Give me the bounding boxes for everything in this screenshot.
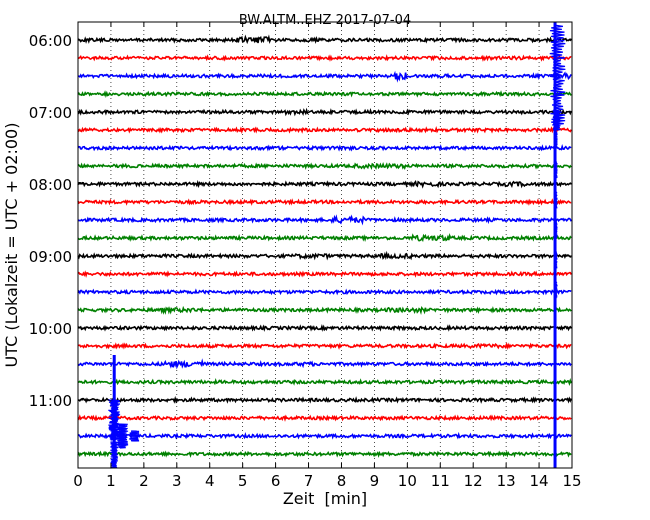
y-tick-label: 10:00 [29, 320, 72, 338]
trace-line [77, 107, 572, 117]
x-tick-label: 11 [431, 472, 450, 490]
trace-line [77, 198, 572, 206]
plot-frame [77, 21, 573, 469]
x-tick-label: 2 [139, 472, 149, 490]
event-burst [553, 131, 558, 149]
trace-line [77, 431, 572, 440]
x-tick-label: 4 [205, 472, 215, 490]
x-tick-label: 15 [562, 472, 581, 490]
x-axis-ticks: 0 1 2 3 4 5 6 7 8 9 10 11 12 13 14 15 [73, 22, 582, 490]
event-burst [108, 399, 121, 441]
x-tick-label: 6 [271, 472, 281, 490]
y-tick-label: 11:00 [29, 392, 72, 410]
trace-line [77, 450, 572, 458]
x-tick-label: 7 [304, 472, 314, 490]
event-column [553, 22, 557, 468]
trace-line [77, 126, 572, 134]
trace-line [77, 143, 572, 152]
event-burst [553, 251, 558, 269]
trace-line [77, 358, 572, 370]
trace-line [77, 377, 572, 387]
event-burst [553, 221, 558, 239]
x-tick-label: 8 [337, 472, 347, 490]
y-tick-label: 08:00 [29, 176, 72, 194]
event-burst [116, 423, 129, 449]
event-burst [553, 281, 558, 299]
trace-line [77, 324, 572, 332]
event-burst [553, 191, 558, 209]
trace-line [77, 179, 572, 189]
event-burst [549, 24, 566, 126]
chart-title: BW.ALTM..EHZ 2017-07-04 [239, 13, 411, 28]
trace-line [77, 214, 572, 226]
y-tick-label: 09:00 [29, 248, 72, 266]
y-axis-ticks: 06:00 07:00 08:00 09:00 10:00 11:00 [29, 32, 572, 410]
y-tick-label: 07:00 [29, 104, 72, 122]
trace-line [77, 90, 572, 98]
trace-line [77, 414, 572, 422]
event-marks [108, 22, 566, 469]
x-tick-label: 14 [530, 472, 549, 490]
x-tick-label: 3 [172, 472, 182, 490]
event-burst [552, 109, 561, 131]
x-tick-label: 10 [398, 472, 417, 490]
x-tick-label: 0 [73, 472, 83, 490]
trace-line [77, 54, 572, 62]
trace-line [77, 233, 572, 243]
x-tick-label: 9 [370, 472, 380, 490]
y-tick-label: 06:00 [29, 32, 72, 50]
trace-line [77, 305, 572, 315]
event-burst [553, 161, 558, 179]
trace-line [77, 342, 572, 350]
trace-line [77, 250, 572, 261]
trace-line [77, 34, 572, 45]
trace-line [77, 395, 572, 404]
x-tick-label: 1 [106, 472, 116, 490]
x-tick-label: 13 [497, 472, 516, 490]
trace-line [77, 70, 572, 83]
trace-line [77, 288, 572, 296]
event-burst [110, 441, 119, 469]
trace-line [77, 161, 572, 171]
x-tick-label: 5 [238, 472, 248, 490]
event-burst [129, 430, 140, 442]
x-tick-label: 12 [464, 472, 483, 490]
seismic-traces [77, 34, 572, 458]
y-axis-label: UTC (Lokalzeit = UTC + 02:00) [2, 123, 21, 368]
trace-line [77, 270, 572, 278]
x-axis-label: Zeit [min] [283, 489, 367, 508]
